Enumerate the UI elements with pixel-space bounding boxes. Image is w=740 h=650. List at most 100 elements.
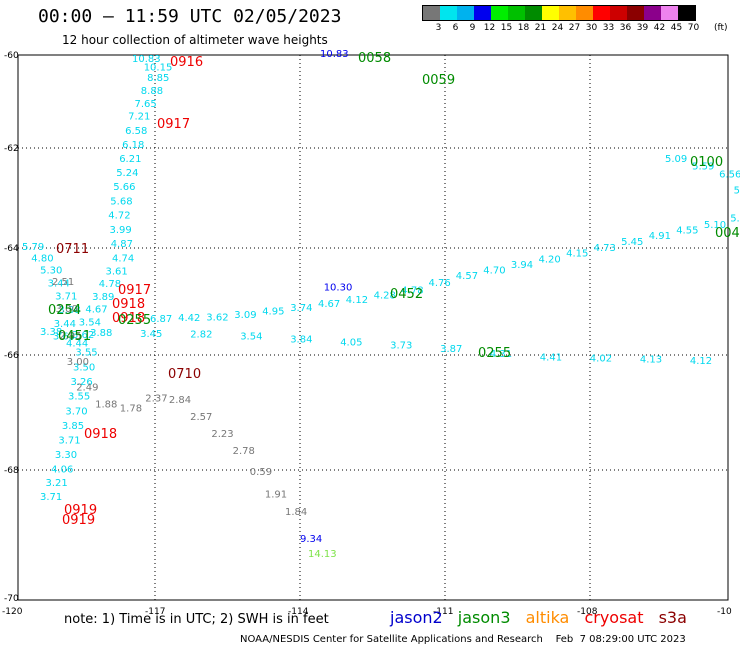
legend-label: 15 [500,23,513,33]
swh-value: 3.71 [40,492,62,503]
pass-time-label: 0059 [422,73,455,88]
swh-value: 4.67 [318,299,340,310]
swh-value: 3.44 [54,319,76,330]
swh-value: 5.79 [22,242,44,253]
swh-value: 3.44 [48,279,70,290]
swh-value: 4.73 [594,243,616,254]
swh-value: 5.66 [113,182,135,193]
swh-value: 3.94 [511,260,533,271]
legend-label: 12 [483,23,496,33]
legend-label: 6 [452,23,459,33]
legend-label: 45 [670,23,683,33]
swh-value: 5.73 [734,186,740,197]
swh-value: 5.24 [116,168,138,179]
swh-value: 2.49 [76,382,98,393]
legend-unit: (ft) [714,23,728,33]
pass-time-label: 0255 [478,346,511,361]
swh-value: 10.83 [132,54,161,65]
swh-value: 4.41 [540,352,562,363]
swh-value: 3.62 [72,330,94,341]
swh-value: 2.78 [233,446,255,457]
swh-value: 10.15 [144,62,173,73]
legend-swatch [559,6,576,20]
swh-value: 4.76 [429,278,451,289]
swh-value: 4.72 [108,210,130,221]
legend-label: 70 [687,23,700,33]
swh-value: 3.55 [75,348,97,359]
pass-time-label: 0711 [56,242,89,257]
lat-tick-label: -68 [4,466,19,476]
swh-value: 4.80 [31,254,53,265]
swh-value: 2.57 [190,412,212,423]
swh-value: 4.70 [483,266,505,277]
swh-value: 3.50 [73,362,95,373]
swh-value: 3.38 [40,327,62,338]
lon-tick-label: -120 [2,607,23,617]
sat-cryosat: cryosat [584,608,644,627]
sat-jason3: jason3 [457,608,511,627]
map-frame [17,54,729,601]
swh-value: 4.15 [566,249,588,260]
legend-swatch [508,6,525,20]
legend-swatch [610,6,627,20]
pass-time-label: 0254 [48,303,81,318]
swh-value: 4.06 [51,464,73,475]
legend-labels: (ft) 3 6 9 12 15 18 21 24 27 30 33 36 39 42 45 70 [422,21,728,33]
swh-value: 8.85 [147,73,169,84]
swh-value: 5.68 [110,196,132,207]
swh-value: 2.82 [190,330,212,341]
swh-value: 1.91 [265,489,287,500]
legend-swatch [525,6,542,20]
swh-value: 2.84 [169,395,191,406]
pass-time-label: 0918 [112,297,145,312]
lon-tick-label: -114 [288,607,309,617]
lat-tick-label: -64 [4,244,19,254]
swh-value: 4.12 [346,295,368,306]
pass-time-label: 0045 [715,226,740,241]
legend-label: 33 [602,23,615,33]
legend-label: 21 [534,23,547,33]
legend-label: 36 [619,23,632,33]
pass-time-label: 0917 [118,283,151,298]
swh-value: 4.42 [178,313,200,324]
footnote: note: 1) Time is in UTC; 2) SWH is in fe… [64,612,329,627]
legend-label: 24 [551,23,564,33]
swh-value: 3.45 [140,329,162,340]
legend-label: 18 [517,23,530,33]
swh-value: 9.34 [300,534,322,545]
sat-altika: altika [525,608,570,627]
pass-time-label: 0918 [84,427,117,442]
swh-value: 4.05 [340,337,362,348]
swh-value: 5.09 [665,154,687,165]
color-legend: (ft) 3 6 9 12 15 18 21 24 27 30 33 36 39 42 45 70 [422,5,728,33]
lat-tick-label: -70 [4,594,19,604]
lat-tick-label: -60 [4,51,19,61]
pass-time-label: 0919 [62,513,95,528]
swh-value: 10.83 [320,49,349,60]
legend-label: 27 [568,23,581,33]
legend-swatch [474,6,491,20]
pass-time-label: 0916 [170,55,203,70]
swh-value: 5.30 [40,266,62,277]
swh-value: 4.28 [374,290,396,301]
swh-value: 2.37 [145,394,167,405]
swh-value: 2.23 [211,429,233,440]
swh-value: 3.71 [58,435,80,446]
footer-credit: NOAA/NESDIS Center for Satellite Applica… [240,634,686,645]
swh-value: 4.57 [456,271,478,282]
swh-value: 4.91 [649,231,671,242]
swh-value: 3.61 [106,266,128,277]
legend-label: 42 [653,23,666,33]
swh-value: 3.21 [46,478,68,489]
swh-value: 3.54 [79,317,101,328]
pass-time-label: 0058 [358,51,391,66]
pass-time-label: 0918 [112,311,145,326]
swh-value: 3.88 [90,328,112,339]
legend-swatch [542,6,559,20]
legend-label: 3 [435,23,442,33]
swh-value: 4.12 [690,356,712,367]
legend-swatches [422,5,696,21]
legend-swatch [661,6,678,20]
legend-swatch [491,6,508,20]
